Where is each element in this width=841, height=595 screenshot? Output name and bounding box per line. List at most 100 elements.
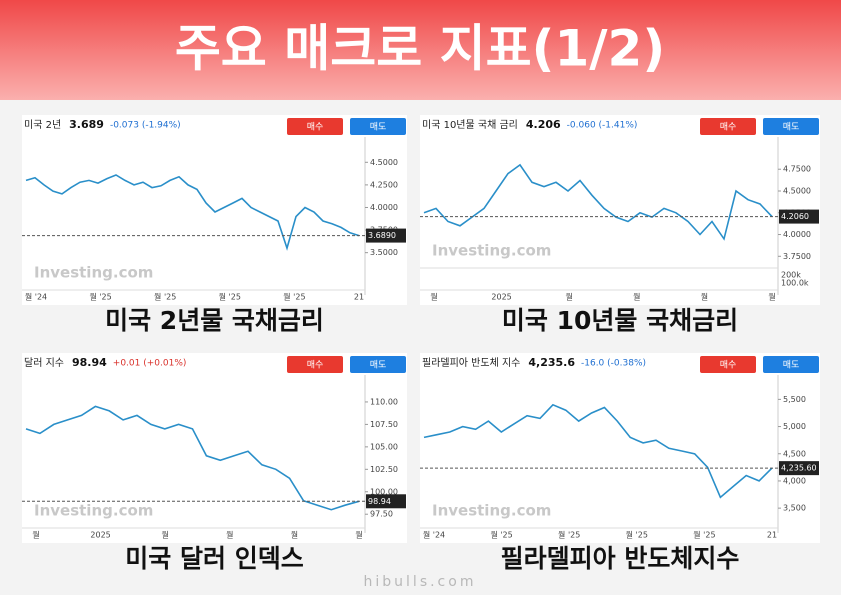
x-tick-label: 월 '25 <box>558 530 580 540</box>
last-price-box <box>366 228 406 243</box>
x-tick-label: 21 <box>354 293 364 302</box>
x-tick-label: 2025 <box>491 293 511 302</box>
x-tick-label: 월 '25 <box>89 292 111 302</box>
x-tick-label: 월 '25 <box>693 530 715 540</box>
price-line <box>25 174 360 251</box>
sell-label: 매도 <box>783 122 800 133</box>
buy-label: 매수 <box>720 122 737 133</box>
y-tick-label: 4.5000 <box>370 158 398 167</box>
watermark: Investing.com <box>34 502 153 520</box>
y-tick-label: 100.00 <box>370 487 398 496</box>
price-line <box>423 163 773 241</box>
x-tick-label: 월 <box>291 530 298 540</box>
caption: 미국 달러 인덱스 <box>125 544 303 573</box>
y-tick-label: 107.50 <box>370 420 398 429</box>
change: -16.0 (-0.38%) <box>581 359 646 369</box>
x-tick-label: 월 <box>32 530 39 540</box>
buy-button[interactable] <box>287 356 343 373</box>
x-tick-label: 월 <box>355 530 362 540</box>
x-tick-label: 월 <box>226 530 233 540</box>
x-tick-label: 월 '25 <box>154 292 176 302</box>
x-tick-label: 월 '25 <box>283 292 305 302</box>
y-tick-label: 4.0000 <box>370 203 398 212</box>
x-tick-label: 월 '25 <box>626 530 648 540</box>
watermark: Investing.com <box>432 242 551 260</box>
panel <box>22 115 407 305</box>
banner <box>0 0 841 100</box>
last-price-label: 3.6890 <box>368 231 396 240</box>
panel <box>420 353 820 543</box>
caption: 필라델피아 반도체지수 <box>501 544 740 573</box>
price-line <box>423 403 773 499</box>
x-tick-label: 2025 <box>90 531 110 540</box>
sell-label: 매도 <box>370 360 387 371</box>
caption: 미국 10년물 국채금리 <box>502 306 738 335</box>
y-tick-label: 3,500 <box>783 504 806 513</box>
buy-button[interactable] <box>700 356 756 373</box>
x-tick-label: 월 <box>566 292 573 302</box>
last-price-label: 4.2060 <box>781 212 809 221</box>
y-tick-label: 4.7500 <box>783 165 811 174</box>
y-tick-label: 4.2500 <box>370 180 398 189</box>
y-tick-label: 4.0000 <box>783 230 811 239</box>
y-tick-label: 102.50 <box>370 465 398 474</box>
panel <box>420 115 820 305</box>
last-price-box <box>779 209 819 224</box>
y-tick-label: 5,500 <box>783 395 806 404</box>
y-tick-label: 4,000 <box>783 476 806 485</box>
price: 4.206 <box>526 118 561 131</box>
buy-button[interactable] <box>700 118 756 135</box>
x-tick-label: 월 '25 <box>219 292 241 302</box>
y-tick-label: 4.5000 <box>783 186 811 195</box>
sell-label: 매도 <box>783 360 800 371</box>
y-tick-label: 5,000 <box>783 422 806 431</box>
y-tick-label: 3.7500 <box>783 252 811 261</box>
footer: hibulls.com <box>364 574 477 590</box>
watermark: Investing.com <box>432 502 551 520</box>
x-tick-label: 월 <box>768 292 775 302</box>
change: -0.073 (-1.94%) <box>110 121 181 131</box>
y-tick-label: 3.5000 <box>370 248 398 257</box>
buy-label: 매수 <box>307 122 324 133</box>
last-price-label: 98.94 <box>368 497 391 506</box>
watermark: Investing.com <box>34 264 153 282</box>
buy-button[interactable] <box>287 118 343 135</box>
instrument-name: 미국 2년 <box>24 119 61 131</box>
sell-button[interactable] <box>763 118 819 135</box>
sell-button[interactable] <box>350 118 406 135</box>
sell-label: 매도 <box>370 122 387 133</box>
x-tick-label: 월 <box>701 292 708 302</box>
title: 주요 매크로 지표(1/2) <box>175 20 665 78</box>
x-tick-label: 월 '25 <box>490 530 512 540</box>
x-tick-label: 월 '24 <box>423 530 445 540</box>
y-tick-label: 97.50 <box>370 510 393 519</box>
volume-tick-label: 100.0k <box>781 279 809 288</box>
change: +0.01 (+0.01%) <box>113 359 187 369</box>
caption: 미국 2년물 국채금리 <box>105 306 324 335</box>
sell-button[interactable] <box>350 356 406 373</box>
y-tick-label: 4,500 <box>783 449 806 458</box>
instrument-name: 미국 10년물 국채 금리 <box>422 119 518 131</box>
x-tick-label: 월 <box>430 292 437 302</box>
price-line <box>25 405 360 511</box>
price: 3.689 <box>69 118 104 131</box>
x-tick-label: 21 <box>767 531 777 540</box>
instrument-name: 필라델피아 반도체 지수 <box>422 357 520 369</box>
x-tick-label: 월 <box>162 530 169 540</box>
y-tick-label: 110.00 <box>370 397 398 406</box>
x-tick-label: 월 <box>633 292 640 302</box>
instrument-name: 달러 지수 <box>24 357 64 369</box>
volume-tick-label: 200k <box>781 271 801 280</box>
last-price-box <box>366 494 406 509</box>
price: 4,235.6 <box>528 356 575 369</box>
last-price-label: 4,235.60 <box>781 464 817 473</box>
last-price-box <box>779 461 819 476</box>
sell-button[interactable] <box>763 356 819 373</box>
buy-label: 매수 <box>307 360 324 371</box>
buy-label: 매수 <box>720 360 737 371</box>
panel <box>22 353 407 543</box>
y-tick-label: 105.00 <box>370 442 398 451</box>
change: -0.060 (-1.41%) <box>567 121 638 131</box>
price: 98.94 <box>72 356 107 369</box>
